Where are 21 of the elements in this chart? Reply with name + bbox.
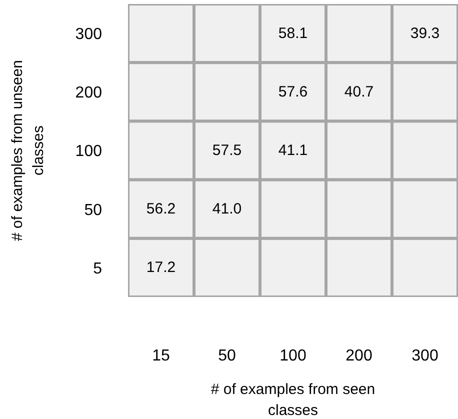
x-tick-label: 100 [280,347,306,364]
y-tick-label: 100 [75,143,102,160]
data-label: 58.1 [278,24,308,42]
data-label: 39.3 [410,24,440,42]
y-tick-label: 300 [75,26,102,43]
x-tick-label: 300 [412,347,438,364]
data-label: 56.2 [146,200,176,218]
y-tick-label: 50 [84,202,102,219]
data-label: 57.5 [212,142,242,159]
data-label: 41.0 [212,200,242,218]
data-label: 57.6 [278,83,308,100]
data-label: 40.7 [344,83,374,100]
data-label: 17.2 [146,259,176,276]
y-axis-title: # of examples from unseen classes [9,60,47,241]
x-tick-label: 15 [152,347,170,364]
data-label: 41.1 [278,142,308,159]
x-tick-label: 200 [346,347,372,364]
y-tick-label: 200 [75,84,102,102]
y-tick-label: 5 [93,260,102,278]
x-axis-title: # of examples from seen classes [210,381,376,419]
x-tick-label: 50 [218,347,236,364]
